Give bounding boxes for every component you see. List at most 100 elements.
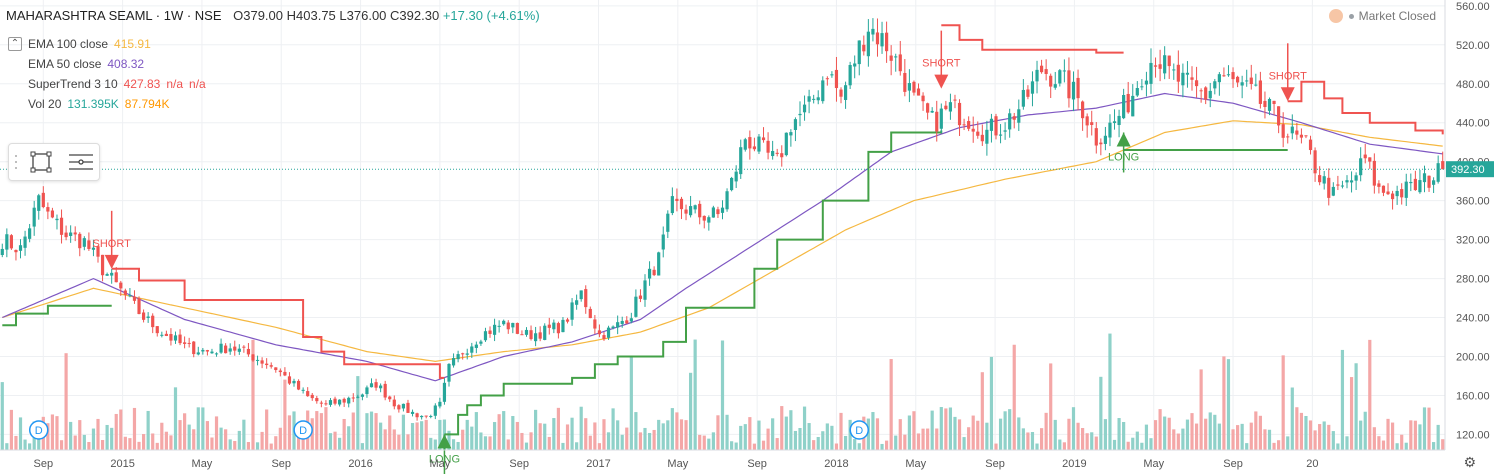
volume-bar xyxy=(255,442,260,450)
market-status-text: Market Closed xyxy=(1358,9,1436,23)
candle xyxy=(1112,109,1117,130)
time-tick-label: May xyxy=(192,458,213,470)
volume-bar xyxy=(611,408,615,450)
volume-bar xyxy=(301,432,305,450)
candle xyxy=(28,223,32,243)
change-value: +17.30 (+4.61%) xyxy=(442,8,540,23)
candle xyxy=(561,317,565,333)
volume-bar xyxy=(666,420,670,450)
volume-bar xyxy=(935,428,939,450)
volume-bar xyxy=(1131,437,1135,450)
volume-bar xyxy=(1349,377,1354,450)
candle xyxy=(1235,75,1240,88)
volume-bar xyxy=(675,412,679,450)
volume-bar xyxy=(214,416,219,450)
candle xyxy=(406,399,410,413)
horizontal-lines-icon[interactable] xyxy=(69,154,93,170)
candle xyxy=(155,326,159,337)
dividend-marker-icon[interactable]: D xyxy=(849,420,870,440)
indicator-value: 415.91 xyxy=(114,37,151,51)
volume-bar xyxy=(565,424,570,450)
candle xyxy=(87,232,91,251)
candle xyxy=(447,363,451,387)
legend-supertrend[interactable]: SuperTrend 3 10 427.83 n/a n/a xyxy=(8,74,212,94)
price-axis[interactable]: 120.00 160.00 200.00 240.00 280.00 320.00 360.… xyxy=(1444,0,1494,474)
volume-bar xyxy=(1172,429,1176,450)
volume-bar xyxy=(593,422,597,450)
symbol-title[interactable]: MAHARASHTRA SEAML · 1W · NSE xyxy=(6,8,222,23)
supertrend-line xyxy=(2,24,1444,436)
rectangle-tool-icon[interactable] xyxy=(30,151,52,173)
candle xyxy=(392,395,396,410)
candle xyxy=(821,76,825,104)
dividend-marker-icon[interactable]: D xyxy=(28,420,49,440)
candle xyxy=(1103,126,1107,151)
volume-bar xyxy=(114,413,118,450)
candle xyxy=(994,113,998,140)
candle xyxy=(780,145,784,167)
volume-bar xyxy=(1030,432,1035,450)
indicator-value: n/a xyxy=(166,77,184,91)
candle xyxy=(1327,168,1331,206)
candle xyxy=(214,352,219,357)
candle xyxy=(926,102,930,120)
volume-bar xyxy=(164,431,168,450)
chart-grid xyxy=(0,0,1445,450)
candle xyxy=(980,124,984,146)
volume-bar xyxy=(816,436,820,450)
settings-gear-icon[interactable]: ⚙ xyxy=(1463,454,1476,470)
candle xyxy=(1254,73,1258,87)
volume-bar xyxy=(652,429,656,450)
candle xyxy=(1039,59,1044,74)
volume-bar xyxy=(1409,420,1413,450)
dividend-marker-icon[interactable]: D xyxy=(293,420,313,440)
grip-dots-icon[interactable] xyxy=(15,155,17,169)
candle xyxy=(483,327,488,342)
volume-bar xyxy=(1008,409,1012,450)
legend-ema50[interactable]: EMA 50 close 408.32 xyxy=(8,54,212,74)
candle xyxy=(160,331,164,338)
candle xyxy=(1108,114,1112,147)
collapse-legend-icon[interactable]: ⌃ xyxy=(8,37,22,51)
candle xyxy=(1067,57,1071,108)
volume-bar xyxy=(1345,436,1349,450)
candle xyxy=(784,132,788,157)
volume-bar xyxy=(160,422,164,450)
candle xyxy=(228,343,232,355)
candle xyxy=(556,321,560,339)
volume-bar xyxy=(643,427,647,450)
volume-bar xyxy=(625,427,629,450)
candle xyxy=(748,130,752,160)
open-value: O379.00 xyxy=(233,8,283,23)
volume-bar xyxy=(0,382,4,450)
volume-bar xyxy=(451,439,456,450)
legend-ema100[interactable]: ⌃ EMA 100 close 415.91 xyxy=(8,34,212,54)
volume-bar xyxy=(347,426,351,450)
candle xyxy=(1345,175,1349,189)
volume-bar xyxy=(789,410,793,450)
candle xyxy=(333,396,337,406)
candle xyxy=(1204,86,1208,105)
candle xyxy=(957,99,962,136)
volume-bar xyxy=(82,434,86,450)
price-tick-label: 480.00 xyxy=(1456,79,1490,91)
time-axis[interactable]: Sep 2015 May Sep 2016 May Sep 2017 May Sep 2018 May… xyxy=(0,449,1445,470)
time-tick-label: May xyxy=(667,458,688,470)
volume-bar xyxy=(720,340,725,450)
volume-bar xyxy=(128,438,132,450)
candle xyxy=(470,342,474,358)
candle xyxy=(565,317,570,324)
volume-bar xyxy=(520,432,524,450)
volume-bar xyxy=(96,418,100,450)
volume-bar xyxy=(543,423,547,450)
candle xyxy=(602,332,606,341)
time-tick-label: Sep xyxy=(747,458,767,470)
volume-bar xyxy=(169,435,173,450)
toolbox-icons xyxy=(15,151,93,173)
volume-bar xyxy=(1208,412,1212,450)
legend-volume[interactable]: Vol 20 131.395K 87.794K xyxy=(8,94,212,114)
volume-bar xyxy=(492,422,497,450)
volume-bar xyxy=(620,434,624,450)
